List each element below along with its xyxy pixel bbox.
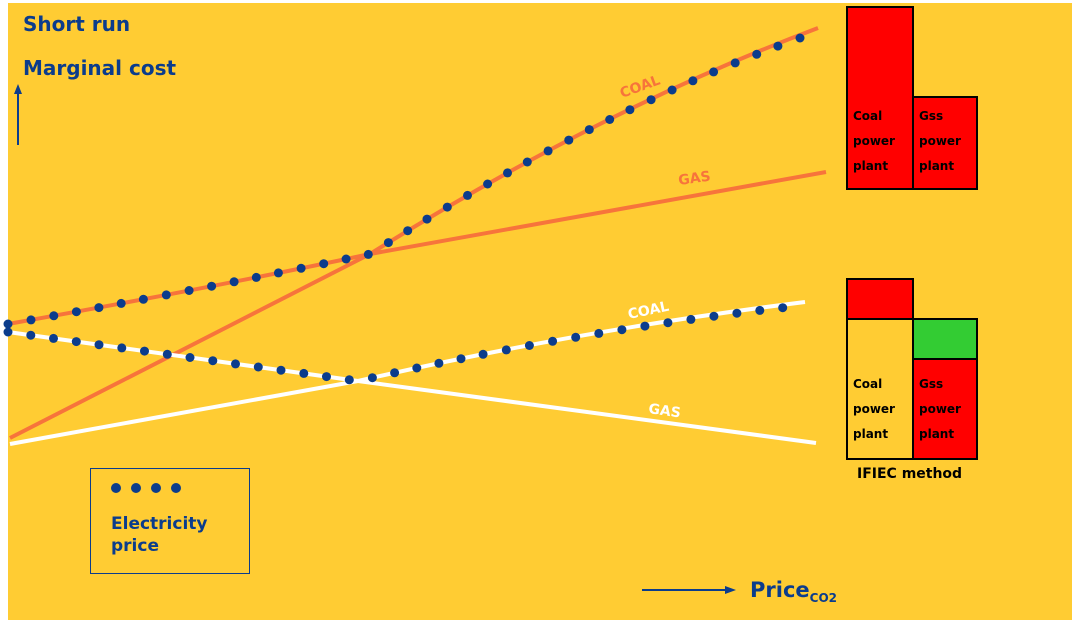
electricity-price-dot [274,268,283,277]
ifiec-method-label: IFIEC method [857,466,962,482]
electricity-price-dot [585,125,594,134]
electricity-price-dot [72,337,81,346]
electricity-price-dot [140,347,149,356]
electricity-price-dot [731,58,740,67]
electricity-price-dot [732,309,741,318]
electricity-price-dot [162,290,171,299]
electricity-price-dot [463,191,472,200]
electricity-price-dot [230,277,239,286]
electricity-price-dot [773,42,782,51]
electricity-price-dot [368,373,377,382]
electricity-price-dot [208,356,217,365]
electricity-price-dot [94,303,103,312]
electricity-price-dot [752,50,761,59]
electricity-price-dot [663,318,672,327]
legend-dot [111,483,121,493]
legend-box: Electricity price [90,468,250,574]
electricity-price-dot [186,353,195,362]
electricity-price-dot [483,180,492,189]
electricity-price-dot [342,255,351,264]
bottom-gas-co2-cap [912,318,978,360]
legend-dots [111,483,181,493]
electricity-price-dot [364,250,373,259]
electricity-price-dot [457,354,466,363]
electricity-price-dot [207,282,216,291]
electricity-price-dot [26,331,35,340]
electricity-price-dot [163,350,172,359]
electricity-price-dot [778,303,787,312]
chart-title-line1: Short run [23,12,130,36]
electricity-price-dot [117,343,126,352]
electricity-price-dot [564,136,573,145]
electricity-price-dot [503,168,512,177]
electricity-price-dot [625,105,634,114]
electricity-price-dot [434,359,443,368]
electricity-price-dot [594,329,603,338]
electricity-price-dot [709,312,718,321]
electricity-price-dot [525,341,534,350]
electricity-price-dot [423,215,432,224]
electricity-price-dot [523,158,532,167]
electricity-price-dot [755,306,764,315]
electricity-price-dot [299,369,308,378]
electricity-price-dot [254,363,263,372]
electricity-price-dot [571,333,580,342]
bottom-gas-plant-label: Gss power plant [919,372,975,447]
electricity-price-dot [668,86,677,95]
electricity-price-dot [502,345,511,354]
top-gas-plant-label: Gss power plant [919,104,975,179]
electricity-price-dot [688,76,697,85]
electricity-price-dot [297,264,306,273]
electricity-price-dot [390,368,399,377]
electricity-price-dot [617,325,626,334]
top-coal-plant-label: Coal power plant [853,104,913,179]
electricity-price-dot [277,366,286,375]
electricity-price-dot [4,320,13,329]
electricity-price-dot [443,203,452,212]
electricity-price-dot [647,95,656,104]
electricity-price-dot [605,115,614,124]
electricity-price-dot [4,328,13,337]
electricity-price-dot [319,259,328,268]
electricity-price-dot [231,359,240,368]
electricity-price-dot [686,315,695,324]
electricity-price-dot [27,315,36,324]
x-axis-label: PriceCO2 [750,578,837,605]
electricity-price-dot [185,286,194,295]
electricity-price-dot [479,350,488,359]
electricity-price-dot [95,340,104,349]
electricity-price-dot [548,337,557,346]
bottom-coal-plant-label: Coal power plant [853,372,913,447]
legend-dot [131,483,141,493]
bottom-coal-plant-bar: Coal power plant [846,318,914,460]
electricity-price-dot [49,334,58,343]
electricity-price-dot [640,322,649,331]
electricity-price-dot [117,299,126,308]
bottom-gas-plant-bar: Gss power plant [912,358,978,460]
electricity-price-dot [796,34,805,43]
top-coal-plant-bar: Coal power plant [846,6,914,190]
electricity-price-dot [384,238,393,247]
electricity-price-dot [139,295,148,304]
electricity-price-dot [72,307,81,316]
electricity-price-dot [345,375,354,384]
legend-label: Electricity price [111,513,241,557]
electricity-price-dot [709,67,718,76]
electricity-price-dot [403,226,412,235]
electricity-price-dot [49,311,58,320]
electricity-price-dot [252,273,261,282]
legend-dot [151,483,161,493]
top-gas-plant-bar: Gss power plant [912,96,978,190]
electricity-price-dot [322,372,331,381]
x-axis-label-subscript: CO2 [810,591,837,605]
legend-dot [171,483,181,493]
bottom-coal-co2-cap [846,278,914,320]
electricity-price-dot [412,364,421,373]
chart-title-line2: Marginal cost [23,56,176,80]
electricity-price-dot [544,146,553,155]
x-axis-label-text: Price [750,578,810,602]
